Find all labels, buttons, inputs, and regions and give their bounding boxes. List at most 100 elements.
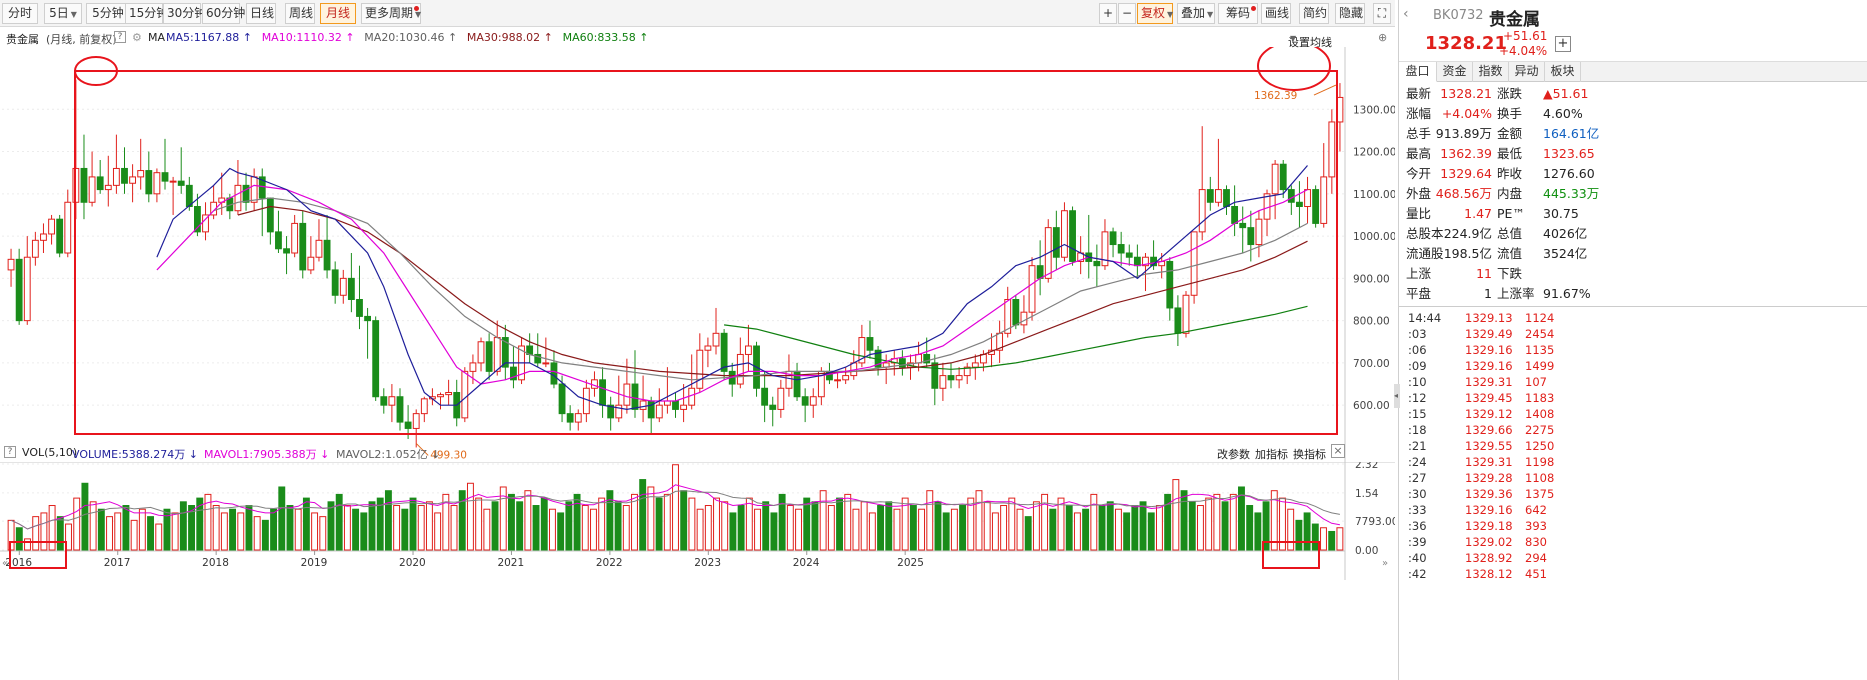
period-60min[interactable]: 60分钟 <box>202 3 245 24</box>
tick-price: 1328.92 <box>1465 551 1513 565</box>
volume-bar <box>179 501 187 551</box>
candle <box>129 164 137 203</box>
candle <box>753 341 760 397</box>
quote-label: 流值 <box>1497 246 1523 261</box>
candle <box>1093 244 1101 287</box>
candle-body <box>777 387 785 410</box>
candle-body <box>339 277 347 296</box>
zoom-out-button[interactable]: − <box>1118 3 1136 24</box>
candle <box>704 337 712 368</box>
tick-volume: 1408 <box>1525 407 1555 421</box>
candle-body <box>331 269 339 296</box>
switch-indicator-button[interactable]: 换指标 <box>1293 448 1326 461</box>
quote-label: 涨跌 <box>1497 86 1523 101</box>
quote-row: 总股本 224.9亿 总值 4026亿 <box>1399 224 1867 244</box>
stock-code: BK0732 <box>1433 8 1484 23</box>
period-week[interactable]: 周线 <box>285 3 315 24</box>
add-watchlist-button[interactable]: + <box>1555 36 1571 52</box>
chips-button[interactable]: 筹码 <box>1218 3 1258 24</box>
tick-price: 1329.18 <box>1465 519 1513 533</box>
volume-bar <box>1172 479 1180 551</box>
volume-bar <box>343 505 351 551</box>
tab-zhishu[interactable]: 指数 <box>1473 62 1509 82</box>
candle-body <box>104 184 112 191</box>
back-icon[interactable]: ‹ <box>1403 6 1409 22</box>
candle-body <box>688 387 696 406</box>
settings-icon[interactable]: ⚙ <box>132 31 142 44</box>
period-5day[interactable]: 5日 ▼ <box>44 3 82 24</box>
period-30min[interactable]: 30分钟 <box>163 3 206 24</box>
volume-bar <box>532 505 540 551</box>
tab-yidong[interactable]: 异动 <box>1509 62 1545 82</box>
y-tick-label: 1300.00 <box>1353 104 1395 116</box>
close-icon[interactable]: × <box>1331 444 1345 458</box>
draw-line-button[interactable]: 画线 <box>1261 3 1291 24</box>
candle-body <box>801 396 809 406</box>
stock-name-label: 贵金属 <box>6 33 39 46</box>
quote-value: 30.75 <box>1543 206 1579 221</box>
candle-body <box>655 404 663 419</box>
volume-bar <box>270 508 278 551</box>
candle-body <box>169 180 177 183</box>
volume-bar <box>499 486 507 551</box>
volume-bar <box>1164 493 1172 551</box>
candle-body <box>736 353 744 385</box>
quote-label: 平盘 <box>1406 286 1432 301</box>
candle-body <box>185 184 193 207</box>
volume-bar <box>926 490 934 551</box>
scroll-right-icon: » <box>1382 558 1388 569</box>
notification-dot-icon <box>414 6 419 11</box>
panel-collapse-icon[interactable]: ◂ <box>1394 384 1400 408</box>
candle-body <box>112 167 120 186</box>
tab-bankuai[interactable]: 板块 <box>1545 62 1581 82</box>
chevron-down-icon: ▼ <box>1167 10 1174 19</box>
candle-body <box>275 231 282 250</box>
volume-bar <box>614 501 622 551</box>
volume-bar <box>1123 512 1131 551</box>
volume-bar <box>901 497 909 551</box>
period-day[interactable]: 日线 <box>246 3 276 24</box>
overlay-button[interactable]: 叠加 ▼ <box>1177 3 1215 24</box>
period-more[interactable]: 更多周期 ▼ <box>361 3 421 24</box>
candle <box>356 265 363 330</box>
candle <box>947 362 955 389</box>
tab-pankou[interactable]: 盘口 <box>1399 62 1437 82</box>
period-15min[interactable]: 15分钟 <box>125 3 168 24</box>
help-icon[interactable]: ? <box>114 31 126 43</box>
hide-button[interactable]: 隐藏 <box>1335 3 1365 24</box>
candle <box>1312 185 1320 228</box>
volume-bar <box>56 516 64 551</box>
quote-label: 今开 <box>1406 166 1432 181</box>
fuquan-button[interactable]: 复权 ▼ <box>1137 3 1173 24</box>
zoom-in-button[interactable]: + <box>1099 3 1117 24</box>
candle-body <box>177 180 185 186</box>
tick-time: :06 <box>1408 343 1427 357</box>
tab-zijin[interactable]: 资金 <box>1437 62 1473 82</box>
tick-time: :33 <box>1408 503 1427 517</box>
candle-body <box>258 176 266 199</box>
period-month[interactable]: 月线 <box>320 3 356 24</box>
tick-row: :42 1328.12 451 <box>1399 566 1867 582</box>
change-param-button[interactable]: 改参数 <box>1217 448 1250 461</box>
candle-body <box>1190 231 1198 296</box>
volume-bar <box>360 512 368 551</box>
simple-mode-button[interactable]: 简约 <box>1299 3 1329 24</box>
vol-help-icon[interactable]: ? <box>4 446 16 458</box>
add-indicator-button[interactable]: 加指标 <box>1255 448 1288 461</box>
candle-body <box>15 258 23 322</box>
candle <box>1247 210 1255 262</box>
candle <box>501 324 509 380</box>
tick-time: :09 <box>1408 359 1427 373</box>
candle <box>1296 181 1303 228</box>
candle <box>1239 206 1247 253</box>
candle-body <box>542 362 550 365</box>
period-5min[interactable]: 5分钟 <box>86 3 130 24</box>
expand-icon[interactable]: ⊕ <box>1378 31 1388 44</box>
fullscreen-icon[interactable]: ⛶ <box>1373 3 1391 24</box>
candle <box>80 134 88 220</box>
tick-price: 1329.31 <box>1465 455 1513 469</box>
volume-bar <box>1320 527 1327 551</box>
volume-bar <box>212 505 220 551</box>
period-fenshi[interactable]: 分时 <box>2 3 38 24</box>
collapse-handle-icon[interactable] <box>1399 296 1407 316</box>
